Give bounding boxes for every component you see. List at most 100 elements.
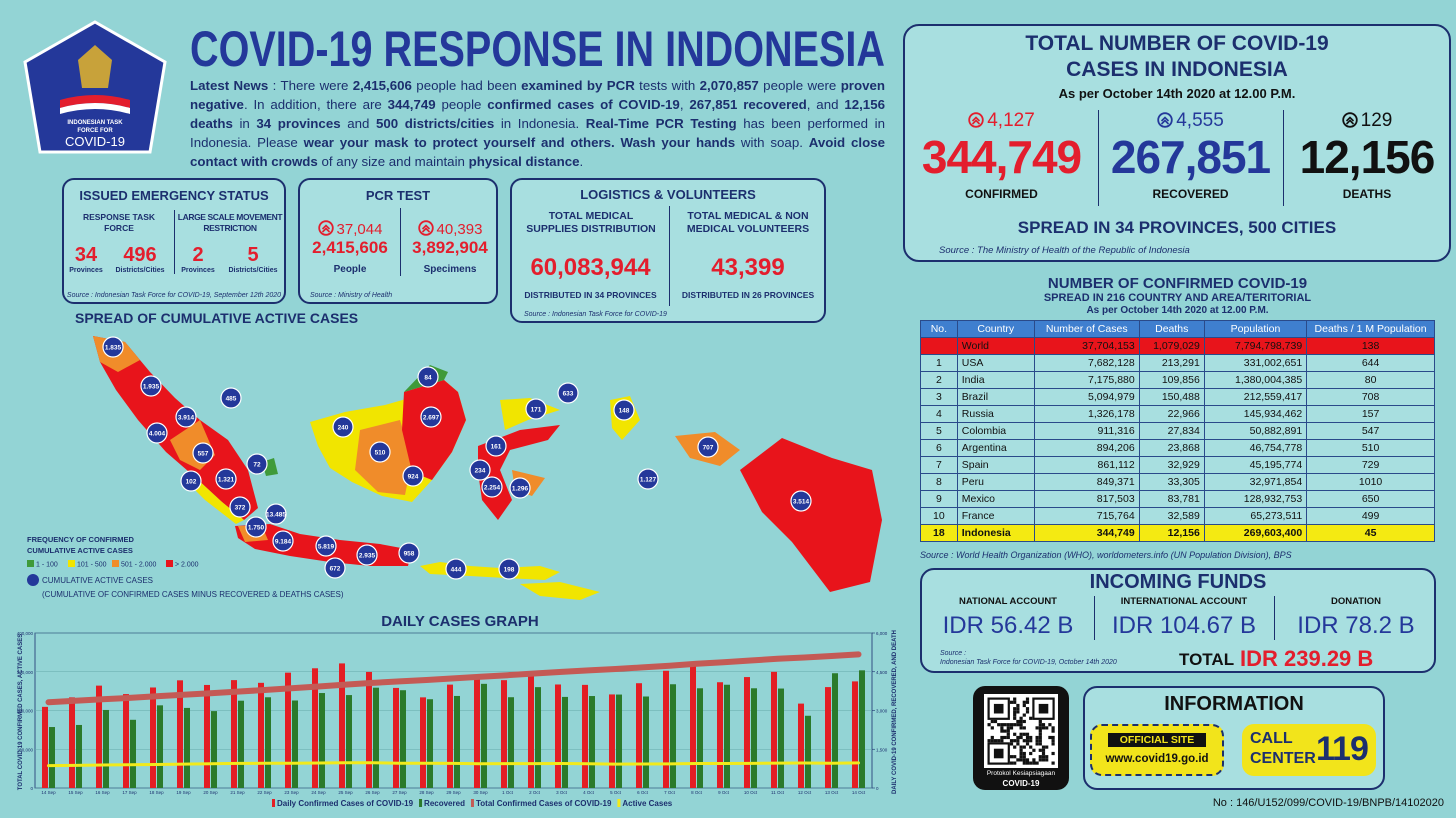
qr-module — [1038, 735, 1042, 740]
map-marker-label: 1.935 — [143, 384, 160, 391]
qr-finder — [993, 748, 1004, 759]
card-date: As per October 14th 2020 at 12.00 P.M. — [1058, 86, 1296, 101]
map-marker — [613, 399, 635, 421]
table-cell: 9 — [920, 490, 958, 508]
bar — [204, 684, 210, 788]
stat-delta: 129 — [1283, 110, 1451, 134]
qr-module — [1003, 729, 1007, 733]
map-marker-label: 234 — [475, 468, 486, 475]
stat-value: 5 — [247, 244, 259, 266]
news-text: 344,749 — [387, 97, 436, 112]
column-header: No. — [920, 320, 958, 338]
bar — [292, 700, 298, 788]
qr-module — [1035, 739, 1039, 743]
card-title: LOGISTICS & VOLUNTEERS — [580, 187, 756, 202]
qr-module — [1038, 739, 1042, 743]
official-site[interactable]: OFFICIAL SITE www.covid19.go.id — [1090, 724, 1224, 776]
map-marker-label: 2.935 — [359, 553, 376, 560]
legend-circle — [27, 574, 39, 586]
qr-module — [1029, 739, 1033, 743]
table-row: 7 Spain 861,112 32,929 45,195,774 729 — [920, 456, 1435, 474]
stat-value: 34 — [74, 244, 98, 266]
table-header: No. Country Number of Cases Deaths Populatio… — [920, 320, 1435, 338]
qr-module — [1041, 745, 1046, 749]
qr-module — [1016, 735, 1020, 740]
qr-module — [993, 719, 998, 724]
table-cell: Colombia — [956, 422, 1035, 440]
x-tick-label: 14 Oct — [852, 790, 866, 795]
bar — [663, 670, 669, 788]
map-marker-label: 2.254 — [484, 485, 501, 492]
qr-module — [1022, 745, 1026, 749]
news-text: , — [679, 97, 690, 112]
qr-module — [1038, 748, 1042, 752]
qr-module — [1013, 732, 1017, 736]
table-cell: 80 — [1306, 371, 1435, 389]
x-tick-label: 7 Oct — [664, 790, 676, 795]
spread-text: SPREAD IN 34 PROVINCES, 500 CITIES — [1017, 218, 1337, 237]
x-tick-label: 30 Sep — [473, 790, 488, 795]
table-cell: 12,156 — [1138, 524, 1205, 542]
stat-label: TOTAL MEDICAL SUPPLIES DISTRIBUTION — [526, 210, 656, 235]
qr-module — [1016, 710, 1020, 714]
map-marker-label: 3.914 — [178, 415, 195, 422]
map-marker-label: 1.321 — [218, 477, 235, 484]
legend-title: FREQUENCY OF CONFIRMED — [27, 535, 135, 544]
map-marker — [265, 503, 287, 525]
news-text: 267,851 recovered — [689, 97, 807, 112]
table-cell: Indonesia — [956, 524, 1035, 542]
x-tick-label: 2 Oct — [529, 790, 541, 795]
table-cell: 128,932,753 — [1203, 490, 1308, 508]
news-text: in — [232, 116, 257, 131]
qr-module — [990, 739, 994, 743]
map-marker-label: 958 — [404, 551, 415, 558]
card-title: TOTAL NUMBER OF COVID-19 — [1025, 32, 1329, 55]
qr-module — [1019, 726, 1023, 730]
card-title: CASES IN INDONESIA — [1066, 58, 1288, 81]
source: Source : Indonesian Task Force for COVID… — [524, 311, 667, 318]
qr-module — [1025, 735, 1030, 740]
qr-module — [1009, 739, 1014, 743]
logo-text: FORCE FOR — [77, 128, 113, 134]
stat-label: Specimens — [423, 264, 477, 275]
table-cell: 5,094,979 — [1033, 388, 1140, 406]
map-marker-label: 171 — [531, 407, 542, 414]
table-cell: Peru — [956, 473, 1035, 491]
table-cell: 547 — [1306, 422, 1435, 440]
delta-text: 4,555 — [1176, 110, 1224, 131]
map-marker — [324, 557, 346, 579]
stat-label: RECOVERED — [1152, 187, 1229, 201]
table-cell: Russia — [956, 405, 1035, 423]
table-row: 8 Peru 849,371 33,305 32,971,854 1010 — [920, 473, 1435, 491]
x-tick-label: 25 Sep — [338, 790, 353, 795]
source: Source : World Health Organization (WHO)… — [920, 550, 1292, 560]
news-text: with soap. — [735, 135, 809, 150]
qr-module — [1009, 726, 1014, 730]
world-table: No. Country Number of Cases Deaths Populatio… — [920, 320, 1435, 542]
call-center[interactable]: CALL CENTER 119 — [1242, 724, 1376, 776]
news-text: and — [340, 116, 377, 131]
table-cell: 708 — [1306, 388, 1435, 406]
legend-label: Daily Confirmed Cases of COVID-19 — [277, 799, 414, 808]
bar — [312, 668, 318, 788]
stat-unit: Provinces — [69, 267, 103, 274]
line — [45, 651, 862, 706]
legend-swatch — [419, 799, 423, 807]
legend-swatch — [166, 560, 173, 567]
table-cell: 45 — [1306, 524, 1435, 542]
logistics-card: LOGISTICS & VOLUNTEERS TOTAL MEDICAL SUP… — [510, 178, 826, 323]
map-marker — [245, 516, 267, 538]
qr-module — [1038, 758, 1042, 762]
column-header: Deaths — [1138, 320, 1205, 338]
map-marker — [220, 387, 242, 409]
qr-module — [1041, 748, 1046, 752]
news-text: 2,415,606 — [352, 78, 412, 93]
bar — [339, 663, 345, 788]
x-tick-label: 15 Sep — [68, 790, 83, 795]
bar — [609, 694, 615, 788]
bar — [427, 699, 433, 788]
x-tick-label: 5 Oct — [610, 790, 622, 795]
map-marker — [140, 375, 162, 397]
qr-module — [990, 726, 994, 730]
card-title: INFORMATION — [1164, 693, 1304, 715]
